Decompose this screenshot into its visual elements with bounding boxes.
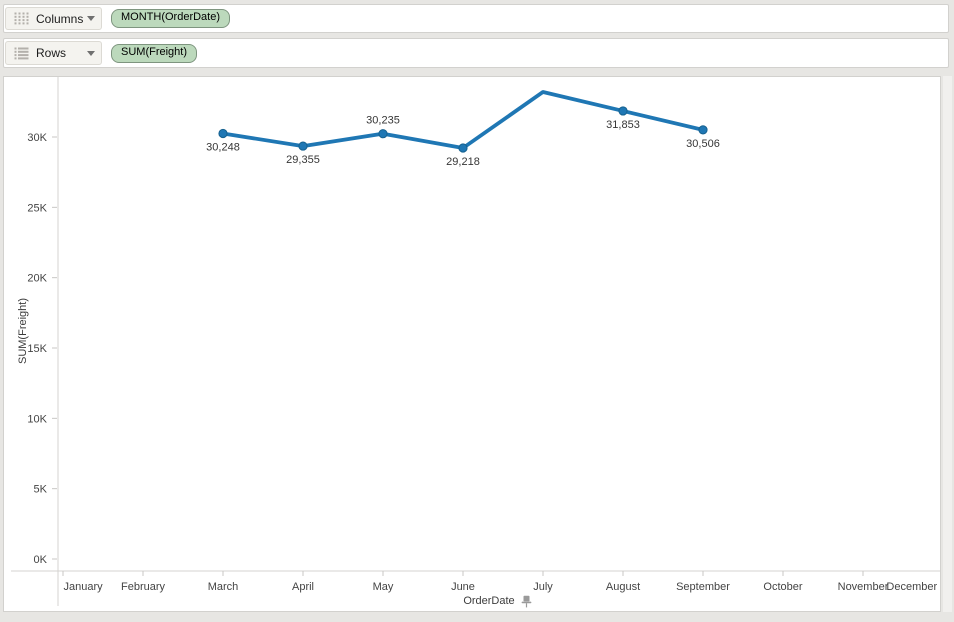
pin-icon[interactable]	[520, 595, 533, 608]
svg-text:25K: 25K	[27, 202, 47, 214]
chevron-down-icon[interactable]	[87, 50, 95, 56]
svg-text:March: March	[208, 581, 239, 593]
svg-text:September: September	[676, 581, 730, 593]
right-gutter	[943, 76, 952, 612]
svg-text:0K: 0K	[34, 554, 48, 566]
svg-text:31,853: 31,853	[606, 119, 640, 131]
svg-text:30,248: 30,248	[206, 142, 240, 154]
svg-text:30,235: 30,235	[366, 115, 400, 127]
svg-text:15K: 15K	[27, 343, 47, 355]
chart-pane[interactable]: 0K 5K 10K 15K 20K 25K 30K January February March A…	[4, 77, 940, 611]
columns-shelf-header[interactable]: Columns	[5, 7, 102, 30]
x-axis-title[interactable]: OrderDate	[58, 593, 938, 609]
svg-text:February: February	[121, 581, 166, 593]
rows-shelf-label: Rows	[36, 46, 67, 60]
svg-text:July: July	[533, 581, 553, 593]
svg-text:20K: 20K	[27, 273, 47, 285]
y-axis-title[interactable]: SUM(Freight)	[17, 297, 29, 365]
svg-text:November: November	[838, 581, 889, 593]
pill-month-orderdate[interactable]: MONTH(OrderDate)	[111, 9, 231, 28]
chevron-down-icon[interactable]	[87, 16, 95, 21]
svg-text:30,506: 30,506	[686, 138, 720, 150]
columns-shelf[interactable]: Columns MONTH(OrderDate)	[3, 4, 949, 33]
worksheet-view: 0K 5K 10K 15K 20K 25K 30K January February March A…	[3, 76, 941, 612]
x-axis-title-label[interactable]: OrderDate	[463, 595, 515, 607]
svg-text:January: January	[63, 581, 103, 593]
svg-text:December: December	[886, 581, 937, 593]
svg-text:29,355: 29,355	[286, 154, 320, 166]
svg-text:30K: 30K	[27, 132, 47, 144]
svg-text:October: October	[763, 581, 802, 593]
svg-text:10K: 10K	[27, 413, 47, 425]
grid-rows-icon	[14, 47, 29, 59]
grid-columns-icon	[14, 12, 29, 25]
svg-text:June: June	[451, 581, 475, 593]
svg-text:April: April	[292, 581, 314, 593]
svg-text:29,218: 29,218	[446, 156, 480, 168]
columns-shelf-label: Columns	[36, 11, 84, 26]
svg-text:May: May	[373, 581, 394, 593]
svg-text:August: August	[606, 581, 640, 593]
rows-shelf[interactable]: Rows SUM(Freight)	[3, 38, 949, 68]
pill-sum-freight[interactable]: SUM(Freight)	[111, 43, 198, 63]
rows-shelf-header[interactable]: Rows	[5, 41, 102, 65]
svg-text:5K: 5K	[34, 484, 48, 496]
